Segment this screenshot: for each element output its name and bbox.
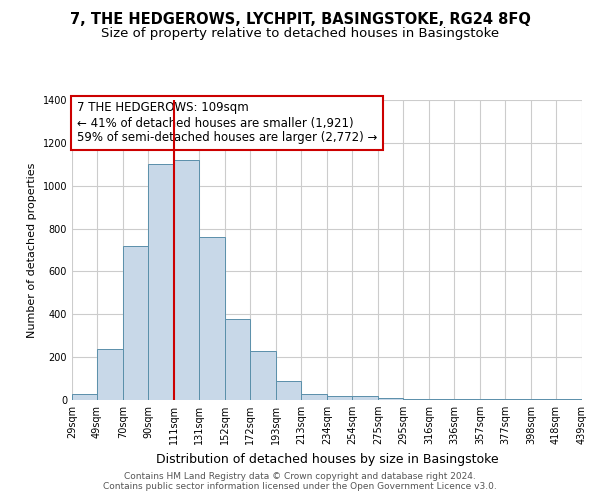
Text: 7, THE HEDGEROWS, LYCHPIT, BASINGSTOKE, RG24 8FQ: 7, THE HEDGEROWS, LYCHPIT, BASINGSTOKE, … bbox=[70, 12, 530, 28]
Bar bbox=[123, 246, 148, 400]
Bar bbox=[429, 399, 454, 400]
Text: Size of property relative to detached houses in Basingstoke: Size of property relative to detached ho… bbox=[101, 28, 499, 40]
Text: Contains HM Land Registry data © Crown copyright and database right 2024.: Contains HM Land Registry data © Crown c… bbox=[124, 472, 476, 481]
Bar bbox=[403, 399, 429, 400]
Bar bbox=[225, 318, 250, 400]
Bar bbox=[352, 396, 378, 400]
Bar bbox=[327, 396, 352, 400]
Bar bbox=[301, 394, 327, 400]
Bar bbox=[174, 160, 199, 400]
Bar bbox=[454, 399, 480, 400]
Bar bbox=[378, 398, 403, 400]
Bar bbox=[97, 348, 123, 400]
Bar bbox=[148, 164, 174, 400]
Bar bbox=[276, 380, 301, 400]
Text: 7 THE HEDGEROWS: 109sqm
← 41% of detached houses are smaller (1,921)
59% of semi: 7 THE HEDGEROWS: 109sqm ← 41% of detache… bbox=[77, 102, 377, 144]
Bar bbox=[480, 399, 505, 400]
Bar bbox=[72, 394, 97, 400]
Bar bbox=[505, 399, 531, 400]
Text: Contains public sector information licensed under the Open Government Licence v3: Contains public sector information licen… bbox=[103, 482, 497, 491]
Bar bbox=[199, 237, 225, 400]
Bar bbox=[556, 399, 582, 400]
Bar bbox=[531, 399, 556, 400]
Bar bbox=[250, 350, 276, 400]
Y-axis label: Number of detached properties: Number of detached properties bbox=[27, 162, 37, 338]
X-axis label: Distribution of detached houses by size in Basingstoke: Distribution of detached houses by size … bbox=[155, 452, 499, 466]
